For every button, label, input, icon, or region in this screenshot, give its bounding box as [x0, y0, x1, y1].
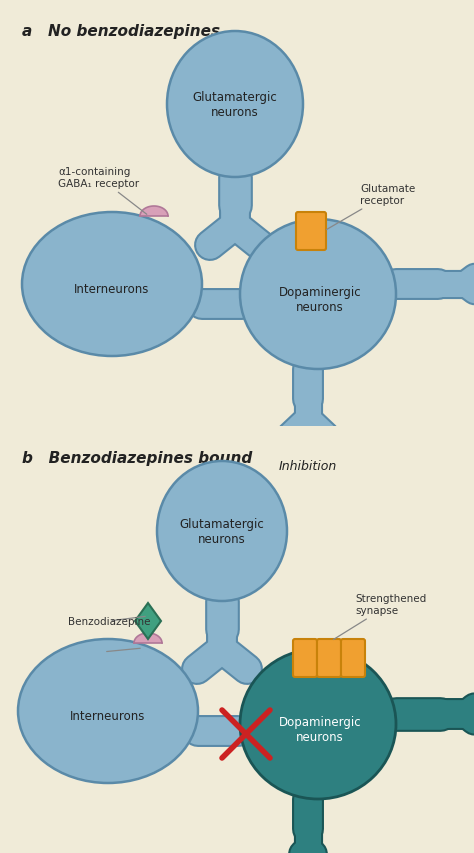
Polygon shape [140, 206, 168, 217]
Text: Glutamate
receptor: Glutamate receptor [327, 184, 415, 230]
Text: a   No benzodiazepines: a No benzodiazepines [22, 24, 220, 39]
Ellipse shape [157, 461, 287, 601]
Ellipse shape [240, 649, 396, 799]
Polygon shape [134, 633, 162, 643]
FancyBboxPatch shape [341, 639, 365, 677]
Text: Dopaminergic
neurons: Dopaminergic neurons [279, 715, 361, 743]
Ellipse shape [240, 220, 396, 369]
Ellipse shape [22, 212, 202, 357]
FancyBboxPatch shape [296, 212, 326, 251]
FancyBboxPatch shape [293, 639, 317, 677]
Polygon shape [135, 603, 161, 639]
Text: Interneurons: Interneurons [74, 283, 150, 296]
FancyBboxPatch shape [317, 639, 341, 677]
Text: Strengthened
synapse: Strengthened synapse [333, 594, 426, 640]
Text: Interneurons: Interneurons [70, 710, 146, 722]
Text: Benzodiazepine: Benzodiazepine [68, 616, 151, 626]
Text: Inhibition: Inhibition [279, 460, 337, 473]
Text: Dopaminergic
neurons: Dopaminergic neurons [279, 286, 361, 314]
Text: α1-containing
GABA₁ receptor: α1-containing GABA₁ receptor [20, 646, 140, 667]
Text: Glutamatergic
neurons: Glutamatergic neurons [180, 518, 264, 545]
Ellipse shape [18, 639, 198, 783]
Ellipse shape [167, 32, 303, 177]
Text: Glutamatergic
neurons: Glutamatergic neurons [192, 91, 277, 119]
Text: b   Benzodiazepines bound: b Benzodiazepines bound [22, 450, 252, 466]
Text: α1-containing
GABA₁ receptor: α1-containing GABA₁ receptor [58, 167, 147, 215]
